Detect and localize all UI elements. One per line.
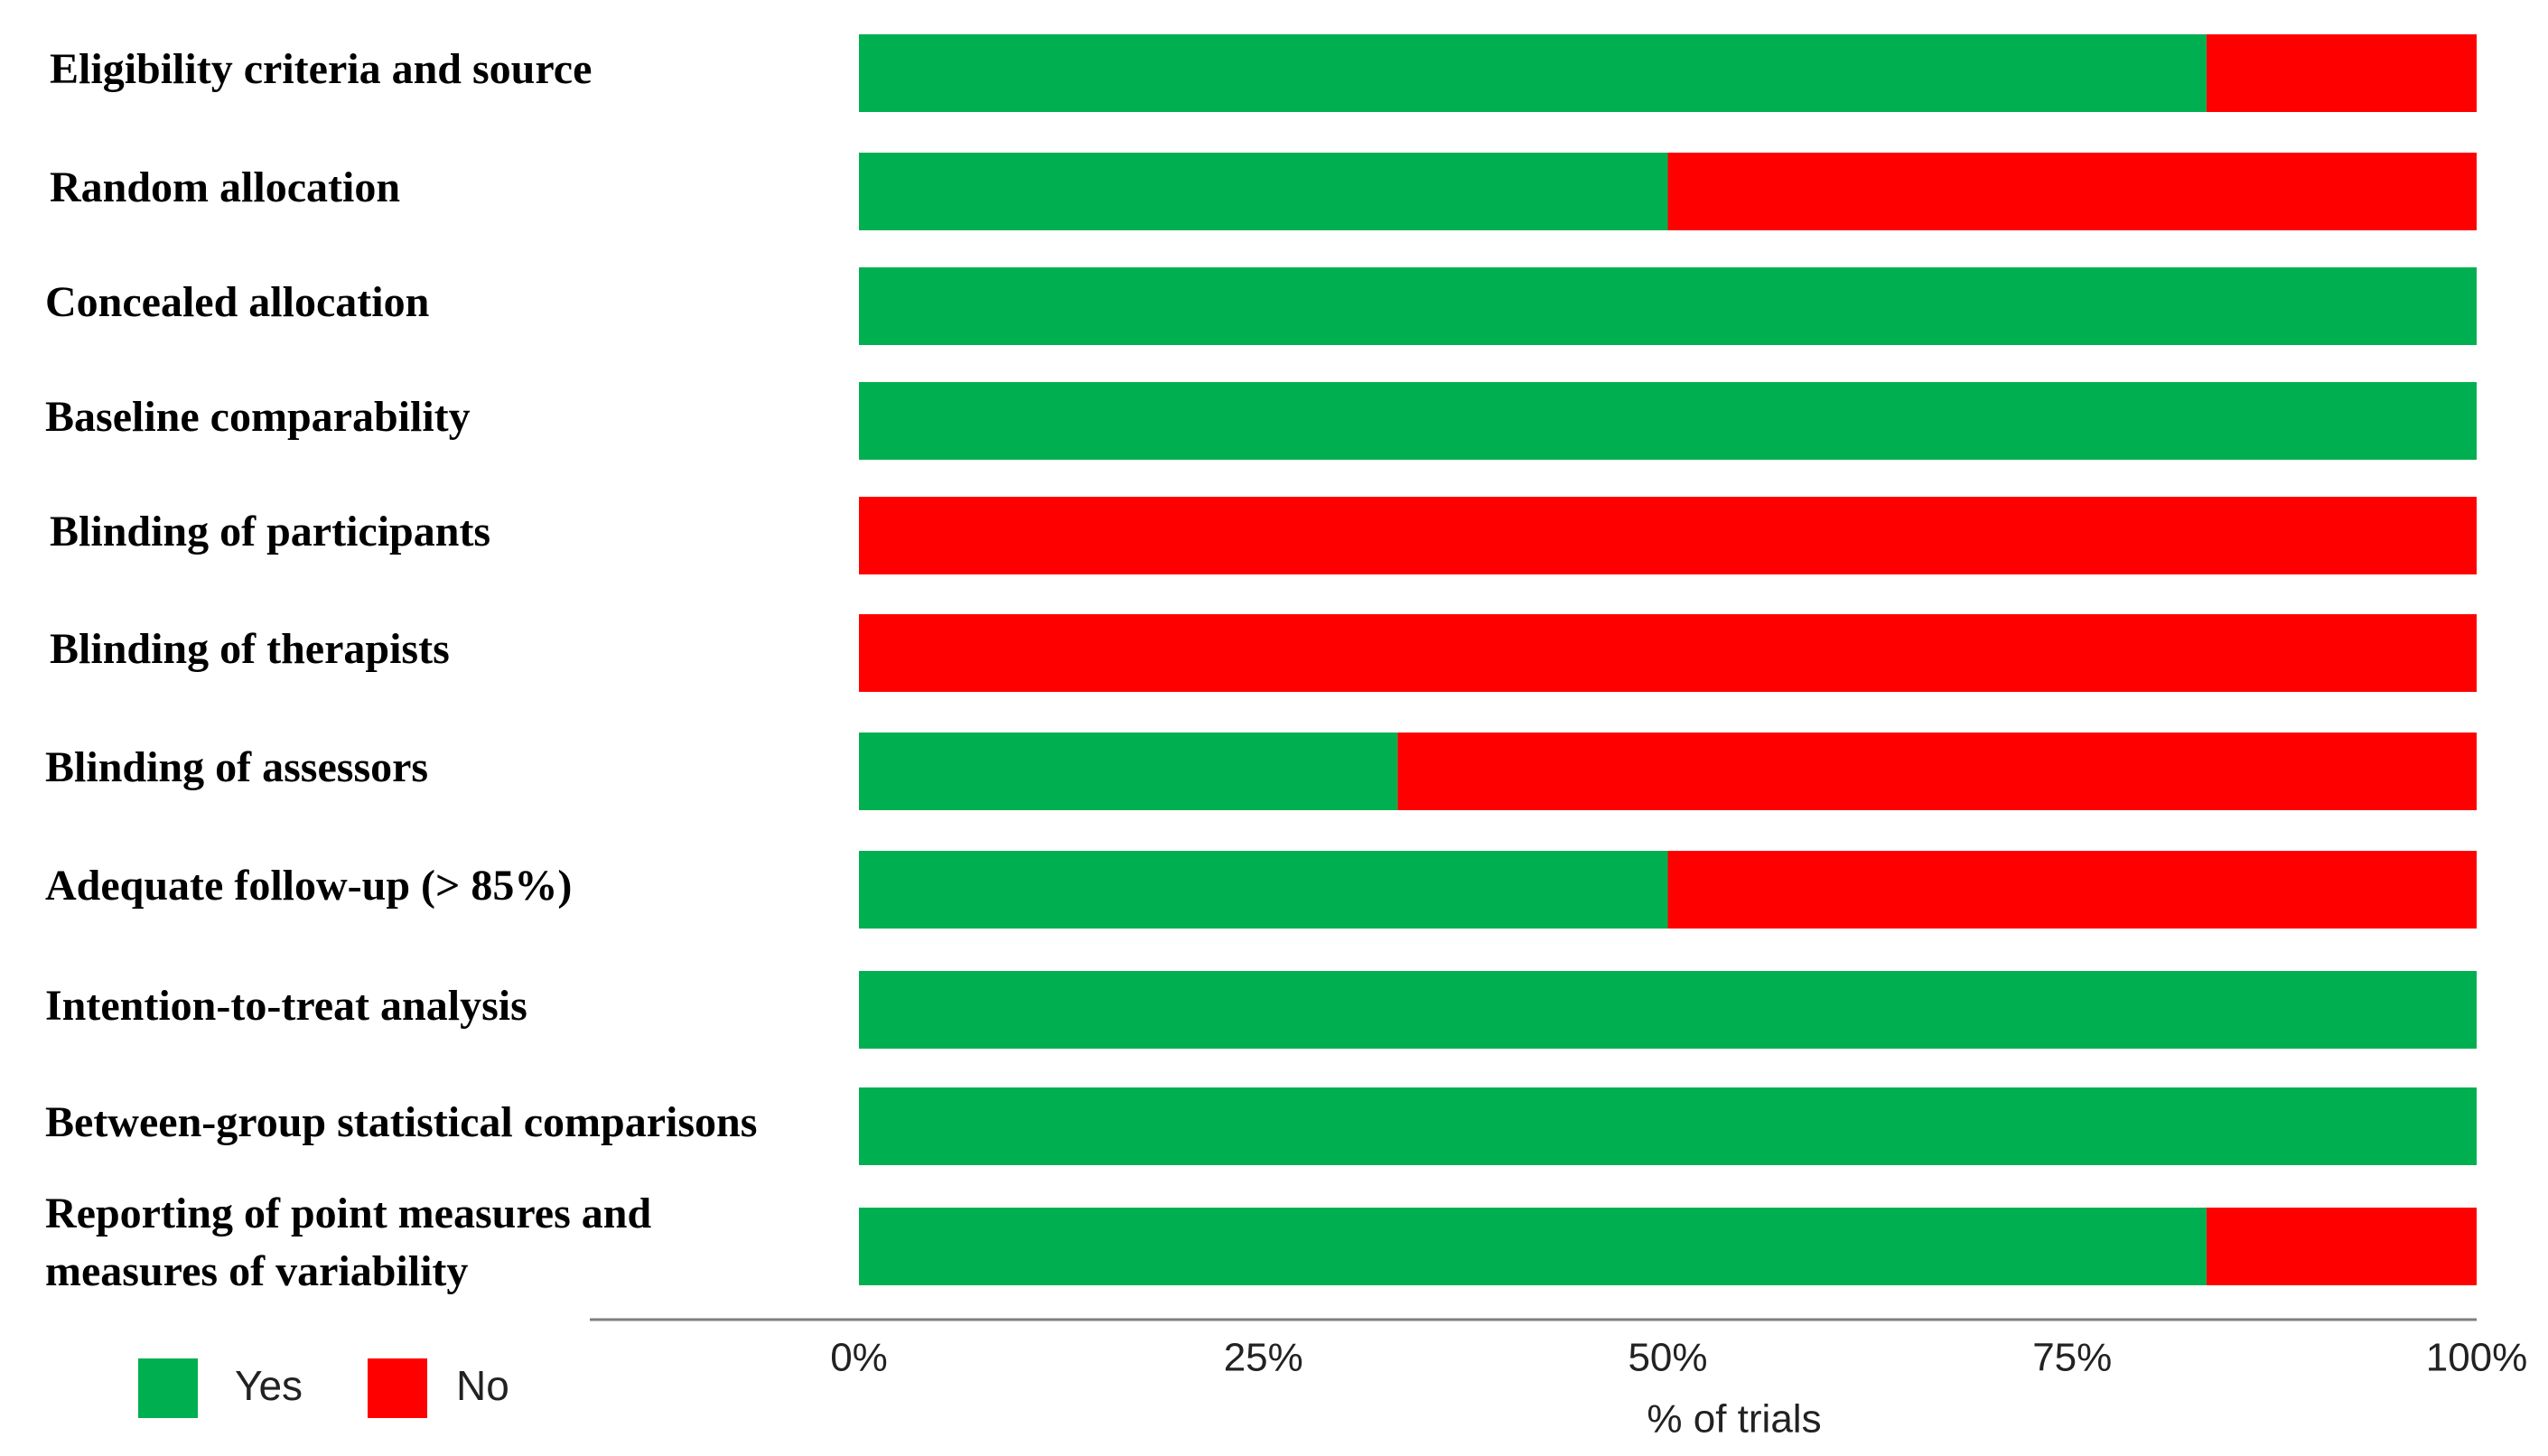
x-tick-label: 25% — [1224, 1336, 1303, 1380]
category-label: Between-group statistical comparisons — [45, 1098, 757, 1146]
bar-segment-yes — [859, 1208, 2207, 1285]
x-tick-label: 100% — [2426, 1336, 2528, 1380]
x-tick-label: 50% — [1628, 1336, 1707, 1380]
x-tick-label: 0% — [830, 1336, 888, 1380]
bar-segment-yes — [859, 267, 2477, 345]
bar-segment-no — [2206, 1208, 2477, 1285]
category-label: Baseline comparability — [45, 393, 471, 441]
bar-segment-yes — [859, 1087, 2477, 1165]
category-labels: Eligibility criteria and source Random al… — [45, 45, 757, 1295]
category-label: Adequate follow-up (> 85%) — [45, 862, 572, 910]
category-label: Blinding of participants — [50, 508, 490, 555]
legend-label-yes: Yes — [235, 1362, 303, 1409]
x-axis-title: % of trials — [1647, 1397, 1821, 1442]
x-axis: 0% 25% 50% 75% 100% % of trials — [590, 1318, 2528, 1442]
bar-segment-no — [1397, 733, 2477, 810]
bars — [859, 34, 2477, 1285]
legend: Yes No — [138, 1358, 509, 1418]
category-label: Blinding of assessors — [45, 743, 428, 791]
bar-segment-no — [1667, 851, 2477, 929]
bar-segment-no — [1667, 153, 2477, 230]
bar-segment-no — [859, 614, 2477, 692]
bar-segment-yes — [859, 851, 1668, 929]
category-label: Concealed allocation — [45, 278, 429, 326]
category-label: Reporting of point measures and — [45, 1190, 651, 1237]
bar-segment-yes — [859, 34, 2207, 112]
legend-label-no: No — [456, 1362, 509, 1409]
bar-segment-yes — [859, 153, 1668, 230]
bar-segment-yes — [859, 733, 1398, 810]
bar-segment-no — [2206, 34, 2477, 112]
bar-segment-no — [859, 497, 2477, 574]
category-label: Eligibility criteria and source — [50, 45, 592, 93]
x-tick-label: 75% — [2032, 1336, 2112, 1380]
legend-swatch-yes — [138, 1358, 198, 1418]
category-label: Blinding of therapists — [50, 625, 450, 673]
legend-swatch-no — [368, 1358, 427, 1418]
category-label: Random allocation — [50, 163, 400, 211]
bar-segment-yes — [859, 382, 2477, 460]
category-label: Intention-to-treat analysis — [45, 982, 527, 1030]
bar-segment-yes — [859, 971, 2477, 1049]
category-label: measures of variability — [45, 1247, 468, 1295]
